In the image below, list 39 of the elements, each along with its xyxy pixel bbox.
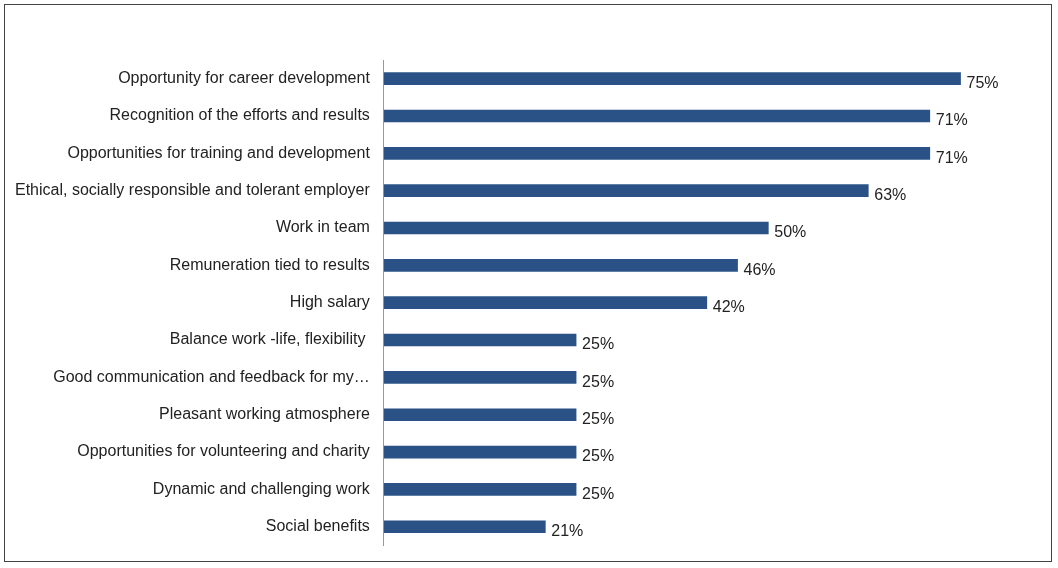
bar (383, 445, 577, 459)
bar (383, 109, 931, 123)
y-tick-label: Opportunity for career development (118, 69, 371, 87)
data-label: 42% (712, 298, 745, 316)
bar (383, 184, 869, 198)
data-label: 25% (582, 372, 615, 390)
data-label: 50% (774, 223, 807, 241)
data-label: 25% (582, 447, 615, 465)
data-label: 46% (743, 260, 776, 278)
y-tick-label: Ethical, socially responsible and tolerant employer (14, 181, 371, 199)
bar (383, 333, 577, 347)
y-tick-label: Social benefits (265, 517, 370, 535)
bar (383, 371, 577, 384)
data-label: 63% (874, 186, 907, 204)
data-label: 21% (551, 522, 584, 540)
data-label: 71% (935, 148, 968, 166)
bar (383, 259, 738, 272)
bar (383, 408, 577, 422)
y-tick-label: Dynamic and challenging work (152, 479, 371, 497)
y-tick-label: Good communication and feedback for my… (53, 367, 370, 385)
data-label: 25% (582, 484, 615, 502)
y-tick-label: Pleasant working atmosphere (159, 405, 370, 423)
y-tick-label: Balance work -life, flexibility (169, 330, 370, 348)
y-tick-label: High salary (289, 293, 370, 311)
data-label: 25% (582, 335, 615, 353)
bar (383, 520, 546, 534)
bar (383, 483, 577, 496)
y-tick-label: Opportunities for volunteering and charity (77, 442, 370, 460)
bar (383, 221, 769, 235)
y-tick-label: Work in team (275, 218, 370, 236)
y-tick-label: Recognition of the efforts and results (109, 106, 370, 124)
y-tick-label: Remuneration tied to results (169, 255, 370, 273)
bar (383, 72, 961, 85)
y-tick-label: Opportunities for training and development (67, 143, 371, 161)
bar (383, 147, 931, 160)
data-label: 75% (966, 74, 999, 92)
data-label: 71% (935, 111, 968, 129)
data-label: 25% (582, 410, 615, 428)
bar (383, 296, 708, 310)
